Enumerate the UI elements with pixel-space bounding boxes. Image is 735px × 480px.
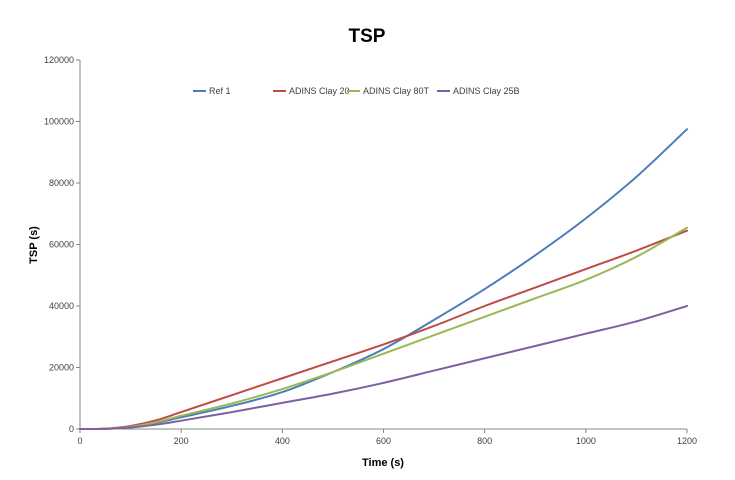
x-axis-title: Time (s): [362, 457, 404, 469]
y-tick-label: 20000: [49, 363, 74, 373]
legend-label: Ref 1: [209, 86, 231, 96]
y-tick-label: 100000: [44, 117, 74, 127]
x-tick-label: 600: [376, 436, 391, 446]
axes: 0 20000 40000 60000 80000 100000 120000 0 200 400…: [44, 55, 697, 446]
legend-item-ref-1: Ref 1: [193, 86, 231, 96]
y-tick-label: 120000: [44, 55, 74, 65]
x-tick-label: 800: [477, 436, 492, 446]
y-tick-label: 60000: [49, 240, 74, 250]
series-line-adins-clay-20: [79, 229, 688, 431]
legend-item-adins-clay-80t: ADINS Clay 80T: [347, 86, 430, 96]
legend: Ref 1 ADINS Clay 20 ADINS Clay 80T ADINS Cl…: [193, 86, 520, 96]
series-line-ref-1: [79, 128, 688, 431]
y-tick-label: 40000: [49, 301, 74, 311]
x-tick-label: 1200: [677, 436, 697, 446]
legend-label: ADINS Clay 25B: [453, 86, 520, 96]
x-tick-label: 0: [77, 436, 82, 446]
series-line-adins-clay-25b: [79, 305, 688, 431]
legend-label: ADINS Clay 80T: [363, 86, 430, 96]
series-line-adins-clay-80t: [79, 226, 688, 431]
legend-label: ADINS Clay 20: [289, 86, 350, 96]
y-axis-title: TSP (s): [28, 226, 40, 264]
y-tick-label: 0: [69, 424, 74, 434]
x-tick-label: 400: [275, 436, 290, 446]
legend-item-adins-clay-25b: ADINS Clay 25B: [437, 86, 520, 96]
x-tick-label: 1000: [576, 436, 596, 446]
y-tick-label: 80000: [49, 178, 74, 188]
legend-item-adins-clay-20: ADINS Clay 20: [273, 86, 350, 96]
chart-title: TSP: [349, 26, 386, 47]
series-lines: [79, 128, 688, 431]
x-tick-label: 200: [174, 436, 189, 446]
